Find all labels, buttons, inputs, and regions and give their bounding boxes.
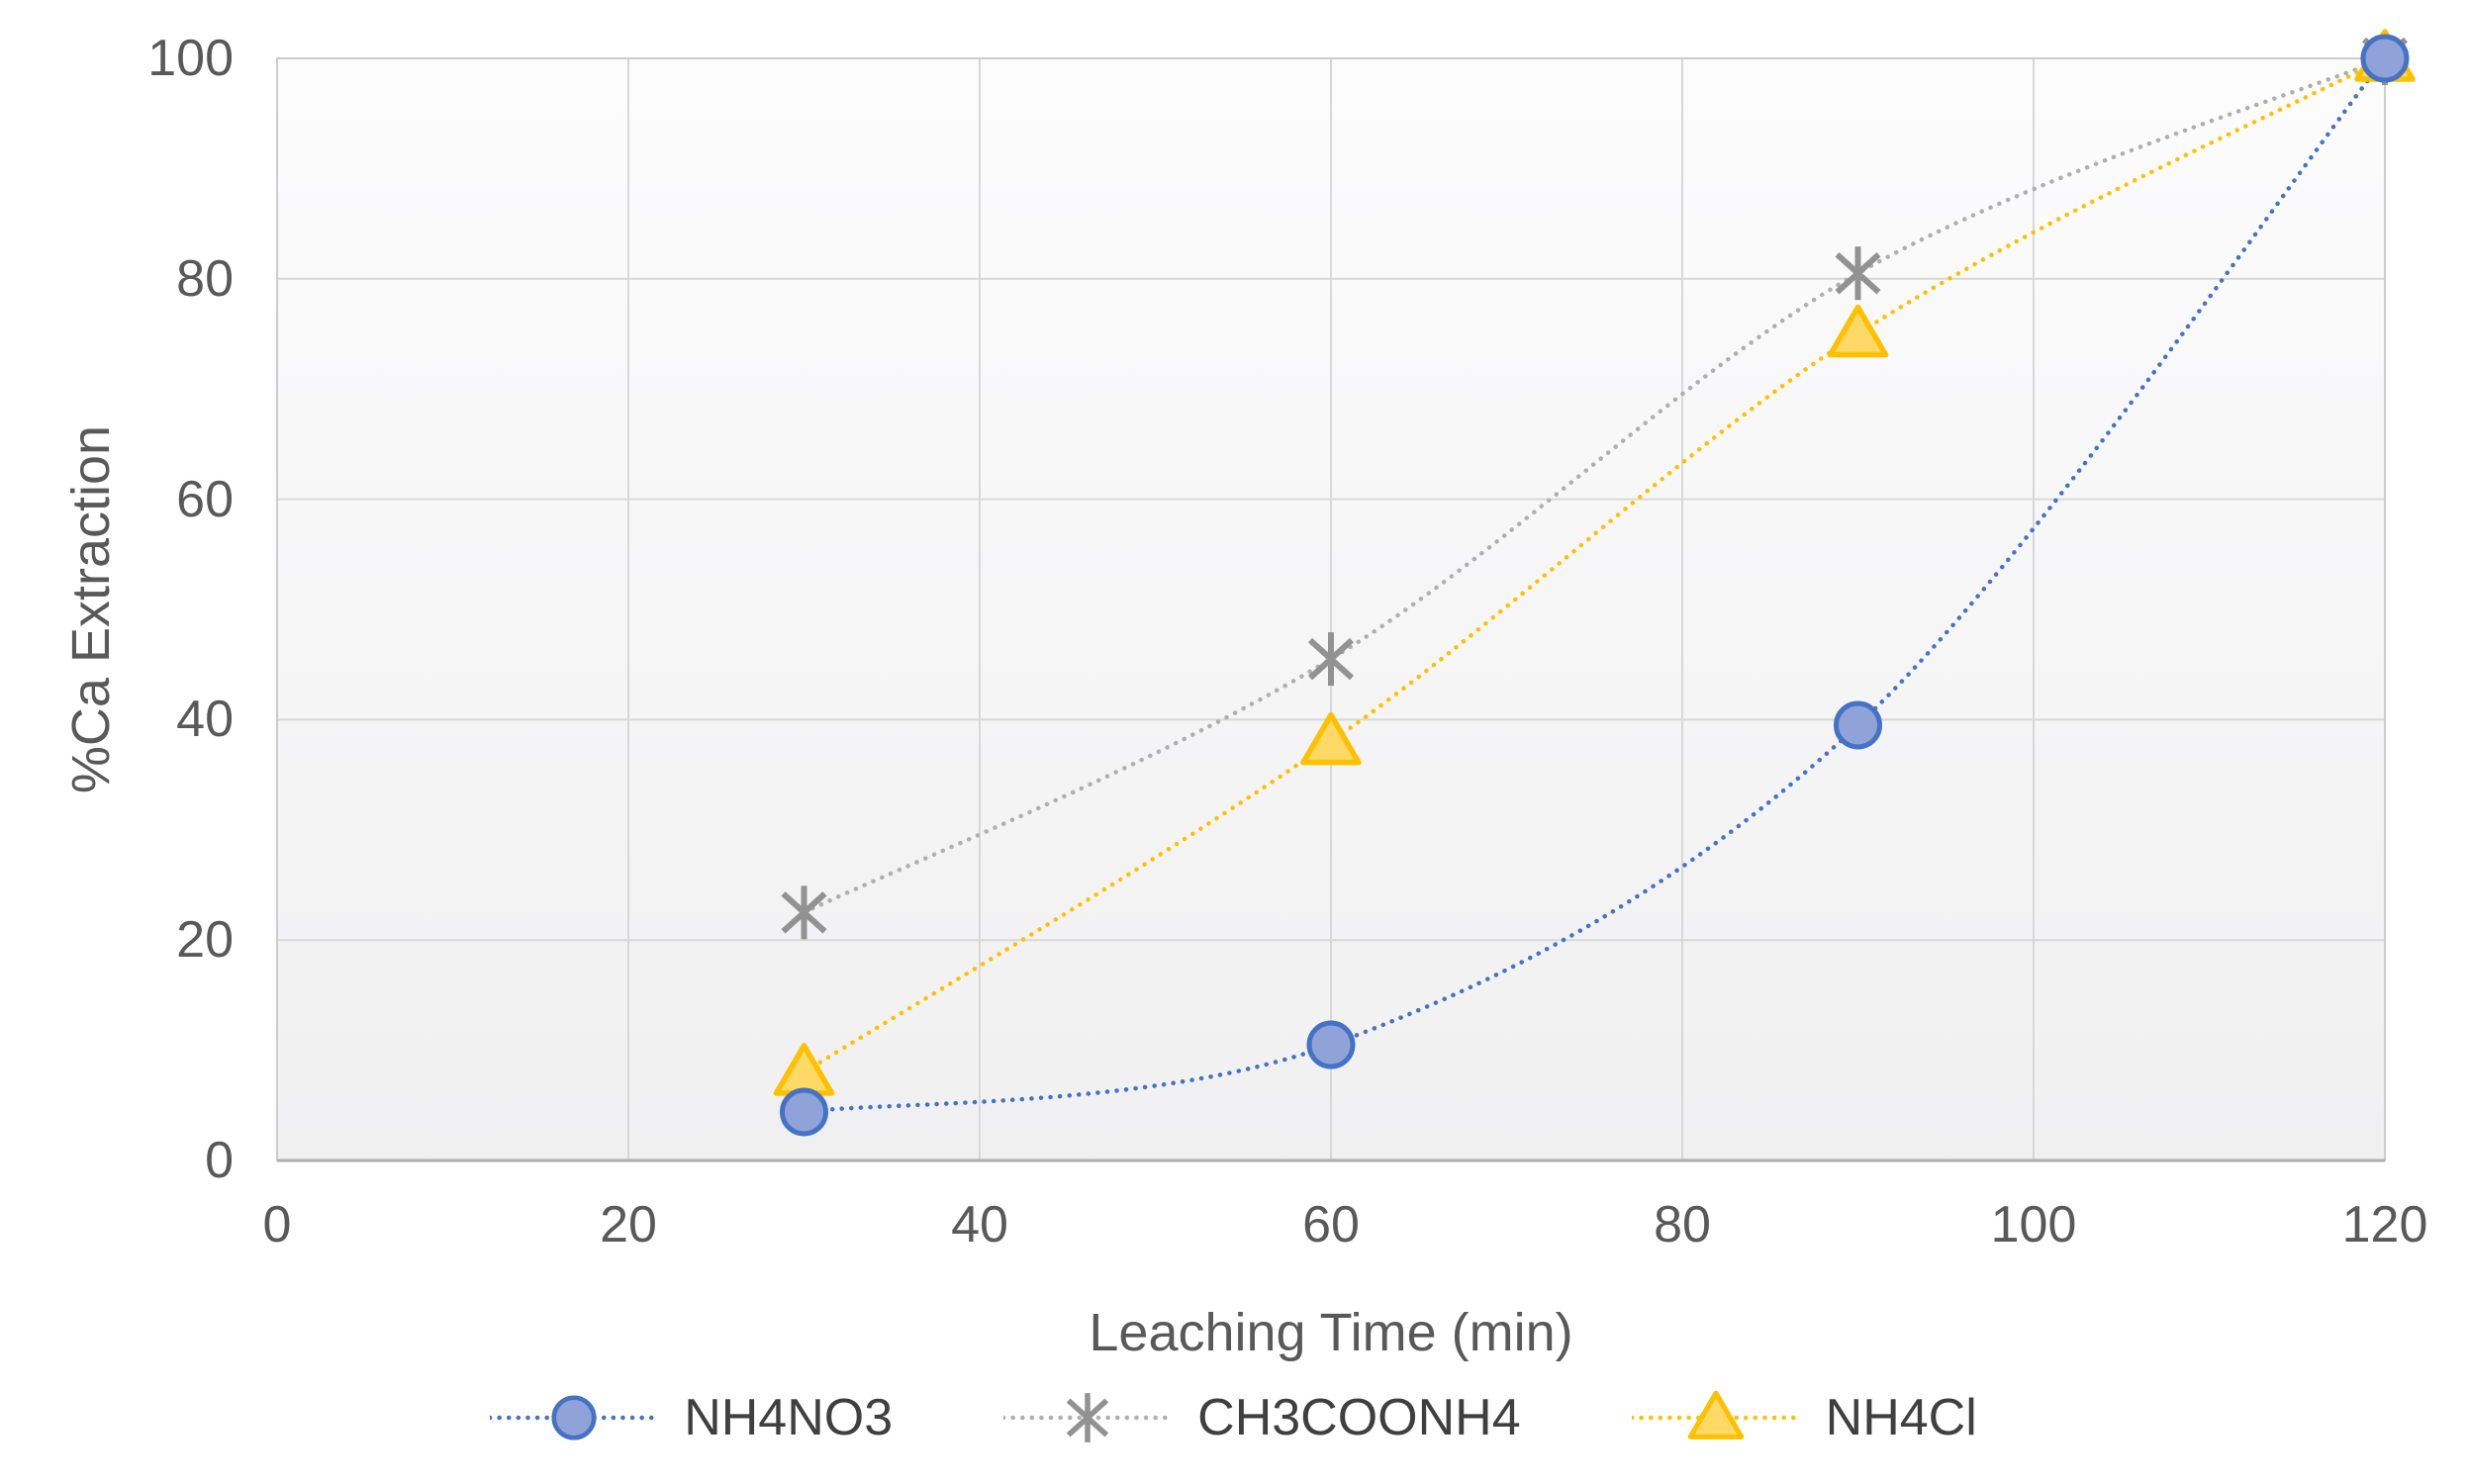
legend-label-NH4Cl: NH4Cl (1825, 1389, 1977, 1446)
triangle-marker-icon (1300, 711, 1362, 766)
circle-marker-icon (1834, 700, 1882, 750)
y-tick-label-80: 80 (176, 249, 234, 308)
triangle-marker-icon (1827, 304, 1889, 358)
legend-key-NH4Cl (1631, 1390, 1800, 1439)
circle-marker-icon (2360, 34, 2410, 83)
triangle-marker-icon (1687, 1390, 1744, 1439)
asterisk-marker-icon (1066, 1393, 1109, 1442)
x-tick-label-60: 60 (1302, 1196, 1360, 1253)
legend-item-NH4NO3: NH4NO3 (490, 1383, 893, 1452)
series-markers-NH4NO3 (780, 34, 2410, 1137)
y-tick-label-40: 40 (176, 691, 234, 749)
asterisk-marker-icon (781, 885, 827, 940)
series-line-NH4NO3 (802, 56, 2387, 1115)
x-axis-title: Leaching Time (min) (1089, 1303, 1573, 1362)
circle-marker-icon (551, 1395, 597, 1440)
legend: NH4NO3 CH3COONH4 NH4Cl (0, 1383, 2467, 1452)
x-tick-label-20: 20 (600, 1196, 657, 1253)
y-tick-label-20: 20 (176, 911, 234, 970)
circle-marker-icon (780, 1087, 828, 1137)
x-tick-label-80: 80 (1654, 1196, 1711, 1253)
series-line-NH4Cl (802, 56, 2387, 1075)
legend-label-NH4NO3: NH4NO3 (684, 1389, 894, 1446)
asterisk-marker-icon (1307, 632, 1355, 687)
y-tick-label-100: 100 (147, 30, 234, 87)
y-tick-label-60: 60 (176, 470, 234, 528)
legend-label-CH3COONH4: CH3COONH4 (1197, 1389, 1521, 1446)
legend-item-CH3COONH4: CH3COONH4 (1003, 1383, 1521, 1452)
x-tick-label-100: 100 (1990, 1196, 2077, 1253)
x-tick-label-120: 120 (2341, 1196, 2428, 1253)
asterisk-marker-icon (1835, 246, 1881, 301)
x-tick-label-0: 0 (262, 1196, 292, 1253)
legend-key-CH3COONH4 (1003, 1393, 1173, 1442)
legend-key-NH4NO3 (490, 1395, 659, 1440)
x-tick-label-40: 40 (951, 1196, 1008, 1253)
series-line-CH3COONH4 (802, 56, 2387, 915)
circle-marker-icon (1306, 1020, 1356, 1069)
y-tick-label-0: 0 (205, 1132, 234, 1189)
legend-item-NH4Cl: NH4Cl (1631, 1383, 1977, 1452)
